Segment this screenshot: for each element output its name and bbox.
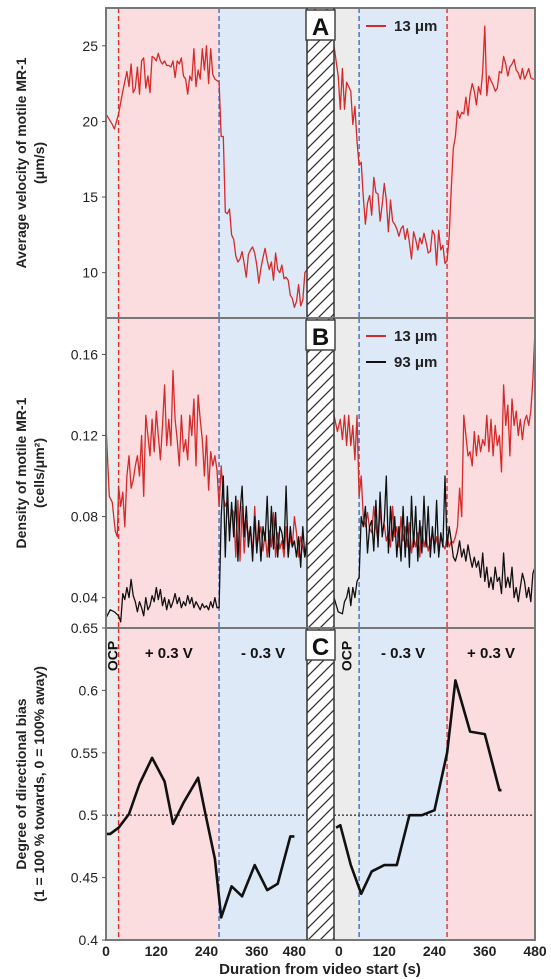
hatched-gap xyxy=(307,8,334,318)
series-C-0-left xyxy=(106,756,295,919)
y-tick-label: 20 xyxy=(82,113,98,129)
y-tick-label: 15 xyxy=(82,189,98,205)
y-tick-label: 0.12 xyxy=(71,428,98,444)
region-R-1 xyxy=(359,8,448,318)
panel-frames xyxy=(102,7,536,941)
y-axis-label-A: Average velocity of motile MR-1 (μm/s) xyxy=(13,57,47,268)
y-tick-label: 25 xyxy=(82,38,98,54)
region-L-1 xyxy=(118,318,220,628)
y-tick-label: 0.6 xyxy=(79,682,99,698)
hatched-gap xyxy=(307,628,334,940)
region-L-0 xyxy=(106,628,119,940)
x-tick-label: 240 xyxy=(195,943,219,959)
series-B-0-left xyxy=(105,370,308,562)
y-tick-label: 0.45 xyxy=(71,870,98,886)
region-L-0 xyxy=(106,318,119,628)
region-L-2 xyxy=(219,628,307,940)
region-label: - 0.3 V xyxy=(241,645,285,662)
region-label-ocp: OCP xyxy=(339,641,355,671)
panel-letter-box xyxy=(305,629,336,661)
y-axis-label-line2: (1 = 100 % towards, 0 = 100% away) xyxy=(31,666,47,902)
region-R-1 xyxy=(359,628,448,940)
y-axis-label-line2: (cells/μm²) xyxy=(31,438,47,508)
region-label-text: OCP xyxy=(339,641,355,671)
x-tick-label: 360 xyxy=(245,943,269,959)
series-lines xyxy=(105,25,536,919)
region-R-0 xyxy=(334,8,360,318)
series-A-0-right xyxy=(333,25,535,266)
region-label-ocp: OCP xyxy=(104,641,120,671)
x-tick-label: 0 xyxy=(102,943,110,959)
region-L-2 xyxy=(219,8,307,318)
region-R-2 xyxy=(447,318,535,628)
y-axis-label-line2: (μm/s) xyxy=(31,142,47,184)
region-label: + 0.3 V xyxy=(467,645,515,662)
panel-letter-box xyxy=(305,9,336,41)
region-label: - 0.3 V xyxy=(381,645,425,662)
region-backgrounds xyxy=(106,8,535,940)
panel-frame-C xyxy=(105,627,536,941)
y-tick-label: 0.4 xyxy=(79,932,99,948)
x-axis-label: Duration from video start (s) xyxy=(219,961,421,978)
region-R-0 xyxy=(334,318,360,628)
legend-entry: 13 μm xyxy=(394,18,437,35)
y-tick-label: 0.55 xyxy=(71,745,98,761)
region-R-2 xyxy=(447,8,535,318)
legend-entry: 13 μm xyxy=(394,328,437,345)
y-axis-label-line1: Degree of directional bias xyxy=(13,698,29,869)
region-R-1 xyxy=(359,318,448,628)
panel-letter-box xyxy=(305,319,336,351)
y-tick-label: 10 xyxy=(82,265,98,281)
x-tick-label: 120 xyxy=(373,943,397,959)
y-tick-label: 0.04 xyxy=(71,590,98,606)
y-axis-label-B: Density of motile MR-1 (cells/μm²) xyxy=(13,397,47,548)
x-tick-label: 0 xyxy=(335,943,343,959)
x-tick-label: 480 xyxy=(283,943,307,959)
y-tick-label: 0.65 xyxy=(71,620,98,636)
region-label: + 0.3 V xyxy=(145,645,193,662)
panel-letter: C xyxy=(312,634,329,661)
y-axis-label-C: Degree of directional bias (1 = 100 % tow… xyxy=(13,666,47,902)
series-C-0-right xyxy=(335,679,502,896)
region-L-0 xyxy=(106,8,119,318)
series-B-1-left xyxy=(105,475,308,623)
hatched-gap xyxy=(307,318,334,628)
panel-letter: B xyxy=(312,324,329,351)
y-tick-label: 0.16 xyxy=(71,346,98,362)
region-L-2 xyxy=(219,318,307,628)
y-tick-label: 0.5 xyxy=(79,807,99,823)
region-L-1 xyxy=(118,628,220,940)
series-B-1-right xyxy=(333,475,536,615)
x-tick-label: 480 xyxy=(523,943,547,959)
y-tick-label: 0.08 xyxy=(71,509,98,525)
region-L-1 xyxy=(118,8,220,318)
x-tick-label: 240 xyxy=(423,943,447,959)
y-axis-label-line1: Density of motile MR-1 xyxy=(13,397,29,548)
legend-entry: 93 μm xyxy=(394,354,437,371)
region-R-0 xyxy=(334,628,360,940)
region-R-2 xyxy=(447,628,535,940)
series-A-0-left xyxy=(105,45,308,309)
y-axis-label-line1: Average velocity of motile MR-1 xyxy=(13,57,29,268)
region-label-text: OCP xyxy=(104,641,120,671)
panel-letter: A xyxy=(312,14,329,41)
x-tick-label: 360 xyxy=(473,943,497,959)
x-tick-label: 120 xyxy=(145,943,169,959)
